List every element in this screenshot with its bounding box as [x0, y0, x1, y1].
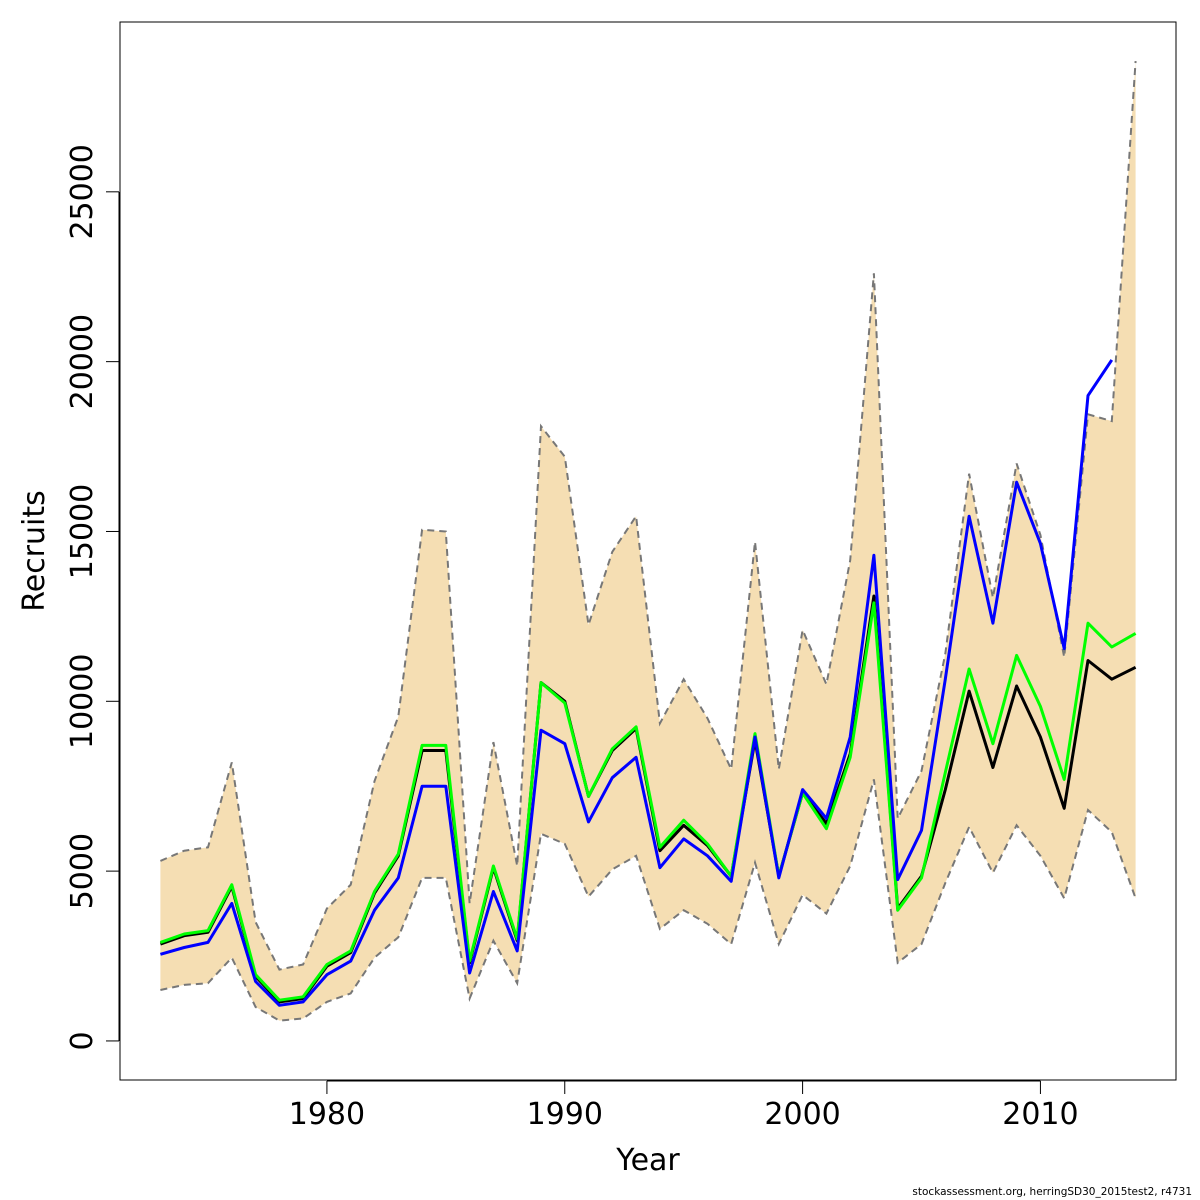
- y-tick-label: 0: [65, 1031, 100, 1050]
- y-tick-label: 5000: [65, 833, 100, 909]
- footer-credit: stockassessment.org, herringSD30_2015tes…: [912, 1186, 1192, 1198]
- x-tick-label: 1980: [289, 1097, 365, 1132]
- series-line-3: [159, 359, 1114, 1007]
- y-tick-label: 20000: [65, 314, 100, 409]
- y-axis-label: Recruits: [17, 490, 52, 612]
- y-tick-label: 25000: [65, 144, 100, 239]
- band-area: [160, 61, 1136, 1021]
- series-lines: [159, 359, 1137, 1007]
- band-lower-edge: [160, 779, 1137, 1022]
- x-tick-label: 2000: [764, 1097, 840, 1132]
- band-upper-edge: [160, 61, 1137, 971]
- x-tick-label: 1990: [527, 1097, 603, 1132]
- y-tick-label: 10000: [65, 654, 100, 749]
- axes: 1980 1990 2000 2010 0 5000 10000 15000 20000 2500…: [65, 144, 1079, 1132]
- series-line-2: [159, 601, 1137, 1002]
- x-tick-label: 2010: [1002, 1097, 1078, 1132]
- plot-frame: [119, 21, 1177, 1081]
- y-tick-label: 15000: [65, 484, 100, 579]
- x-axis-label: Year: [615, 1143, 680, 1178]
- confidence-band: [160, 61, 1137, 1022]
